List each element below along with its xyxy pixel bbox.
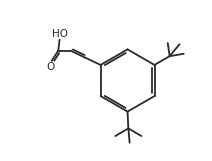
Text: O: O <box>47 62 55 72</box>
Text: HO: HO <box>52 29 68 39</box>
